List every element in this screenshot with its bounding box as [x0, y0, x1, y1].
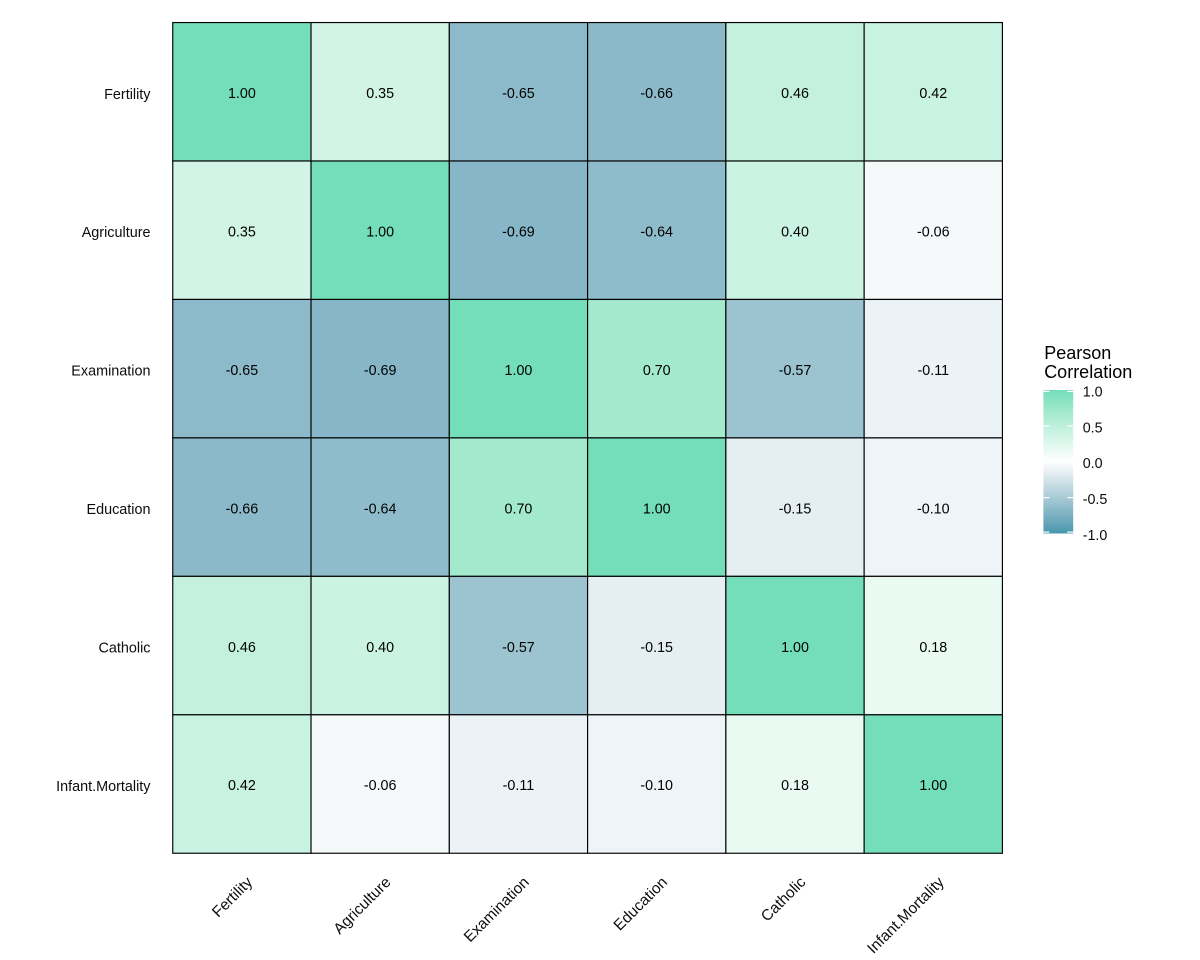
svg-text:0.18: 0.18: [919, 640, 947, 656]
svg-text:-0.11: -0.11: [503, 778, 535, 794]
svg-text:-0.5: -0.5: [1083, 492, 1108, 508]
svg-text:-0.15: -0.15: [640, 640, 673, 656]
svg-text:1.0: 1.0: [1083, 384, 1103, 400]
svg-text:1.00: 1.00: [228, 86, 256, 102]
svg-text:0.42: 0.42: [919, 86, 947, 102]
svg-text:-0.69: -0.69: [502, 224, 535, 240]
svg-text:0.35: 0.35: [228, 224, 256, 240]
svg-text:-0.06: -0.06: [917, 224, 950, 240]
svg-text:Catholic: Catholic: [99, 641, 151, 657]
svg-text:-0.15: -0.15: [779, 501, 812, 517]
svg-text:0.42: 0.42: [228, 778, 256, 794]
svg-text:-0.65: -0.65: [226, 363, 259, 379]
svg-text:Correlation: Correlation: [1044, 362, 1132, 382]
svg-text:1.00: 1.00: [505, 363, 533, 379]
svg-text:1.00: 1.00: [643, 501, 671, 517]
svg-text:1.00: 1.00: [366, 224, 394, 240]
svg-text:0.70: 0.70: [505, 501, 533, 517]
svg-text:Pearson: Pearson: [1044, 343, 1111, 363]
svg-text:0.40: 0.40: [366, 640, 394, 656]
svg-text:0.0: 0.0: [1083, 456, 1103, 472]
svg-text:-0.66: -0.66: [640, 86, 673, 102]
svg-text:-1.0: -1.0: [1083, 528, 1108, 544]
svg-text:0.35: 0.35: [366, 86, 394, 102]
svg-text:-0.06: -0.06: [364, 778, 397, 794]
svg-text:-0.11: -0.11: [918, 363, 950, 379]
svg-text:-0.64: -0.64: [640, 224, 673, 240]
svg-text:-0.57: -0.57: [779, 363, 812, 379]
svg-text:-0.10: -0.10: [917, 501, 950, 517]
svg-text:-0.10: -0.10: [640, 778, 673, 794]
svg-text:0.5: 0.5: [1083, 420, 1103, 436]
svg-text:Infant.Mortality: Infant.Mortality: [56, 779, 151, 795]
svg-text:Fertility: Fertility: [104, 87, 151, 103]
svg-text:-0.57: -0.57: [502, 640, 535, 656]
svg-text:-0.64: -0.64: [364, 501, 397, 517]
svg-text:1.00: 1.00: [781, 640, 809, 656]
svg-text:1.00: 1.00: [919, 778, 947, 794]
svg-text:0.70: 0.70: [643, 363, 671, 379]
svg-text:Education: Education: [86, 502, 150, 518]
svg-text:Agriculture: Agriculture: [82, 225, 151, 241]
svg-text:0.46: 0.46: [781, 86, 809, 102]
svg-text:-0.69: -0.69: [364, 363, 397, 379]
svg-text:Examination: Examination: [71, 364, 150, 380]
svg-text:-0.65: -0.65: [502, 86, 535, 102]
svg-text:0.46: 0.46: [228, 640, 256, 656]
svg-text:0.18: 0.18: [781, 778, 809, 794]
svg-text:0.40: 0.40: [781, 224, 809, 240]
svg-text:-0.66: -0.66: [226, 501, 259, 517]
